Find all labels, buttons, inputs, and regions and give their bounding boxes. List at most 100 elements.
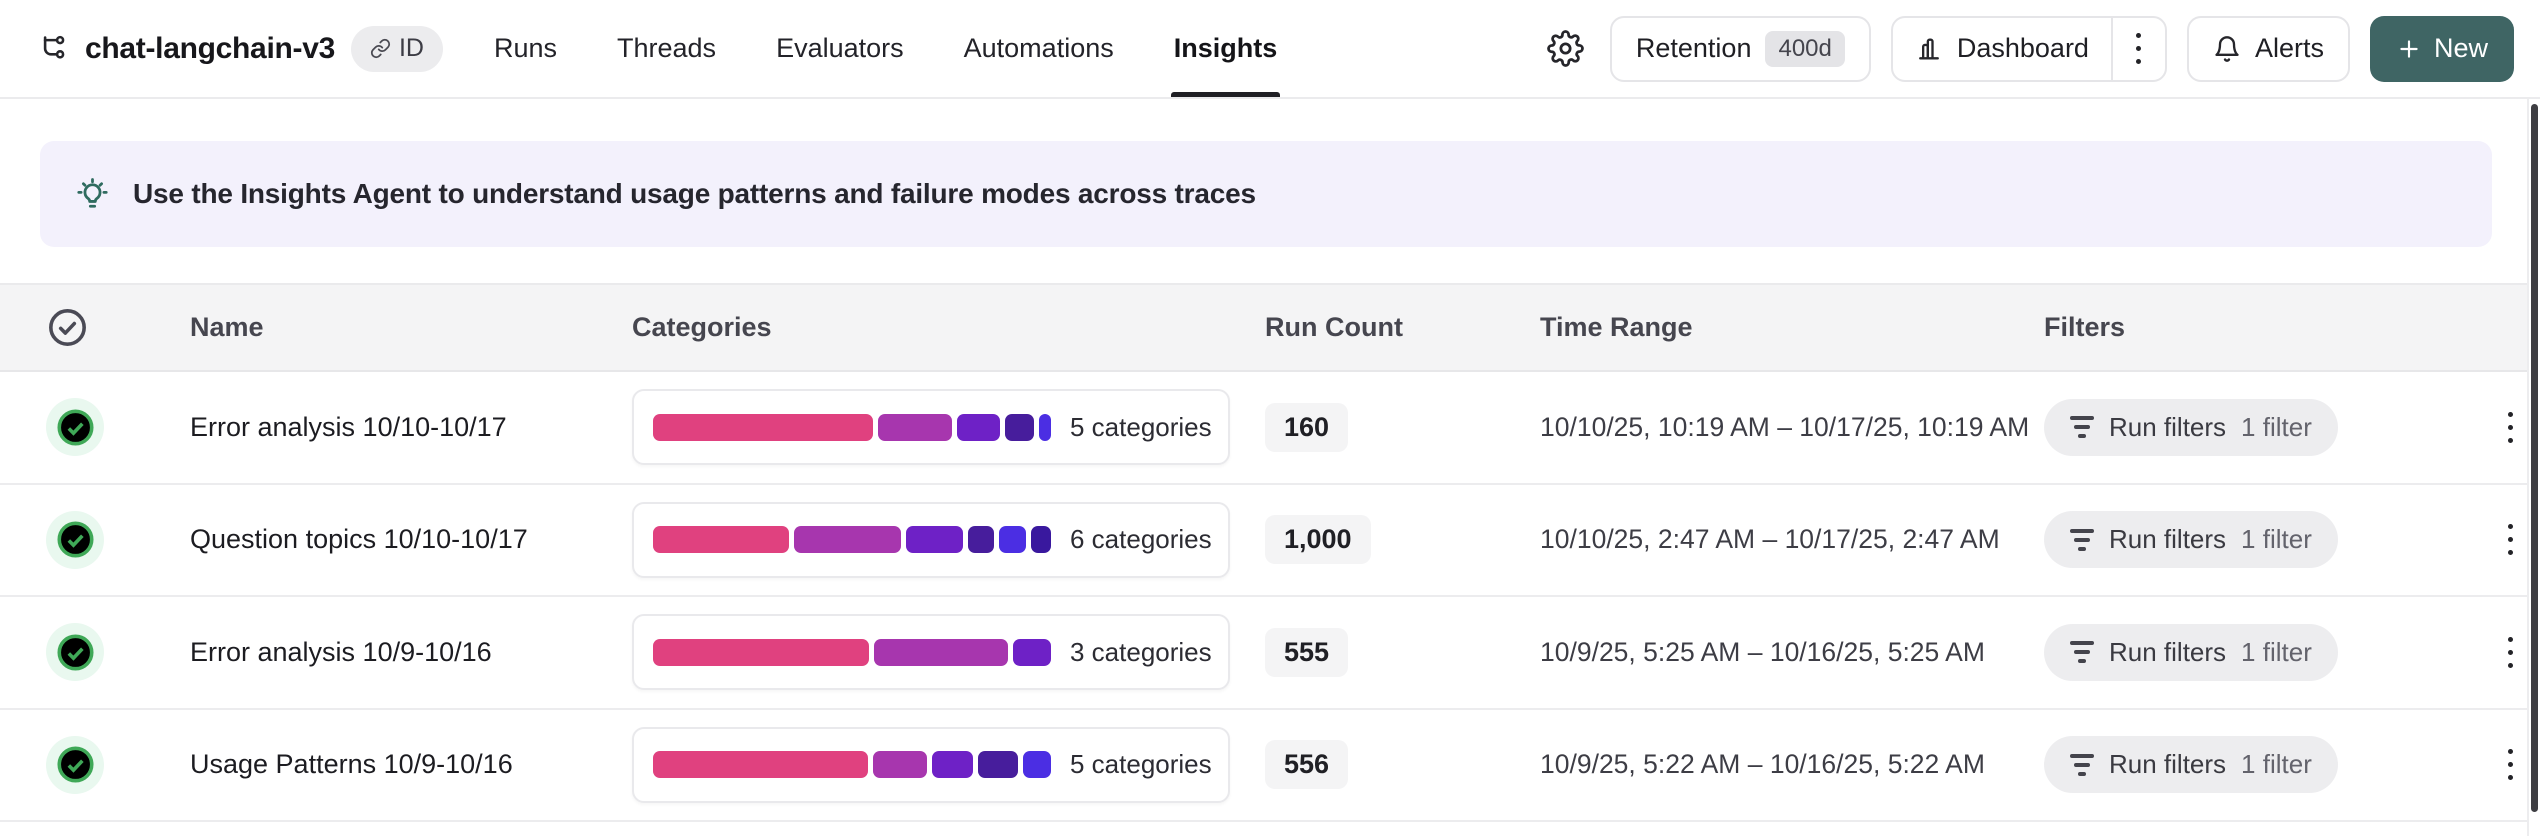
trace-tree-icon xyxy=(38,33,69,64)
table-row[interactable]: Question topics 10/10-10/17 6 categories… xyxy=(0,484,2528,597)
filters-label: Run filters xyxy=(2109,636,2227,667)
tab-insights[interactable]: Insights xyxy=(1170,0,1281,97)
category-segment xyxy=(653,526,789,554)
categories-count-label: 5 categories xyxy=(1070,749,1212,780)
filters-label: Run filters xyxy=(2109,749,2227,780)
alerts-label: Alerts xyxy=(2254,33,2324,63)
table-row[interactable]: Error analysis 10/10-10/17 5 categories … xyxy=(0,372,2528,485)
column-header-name: Name xyxy=(190,312,264,342)
category-segment xyxy=(978,751,1019,779)
status-success-icon xyxy=(46,398,104,457)
project-header: chat-langchain-v3 ID xyxy=(38,0,443,97)
tab-evaluators[interactable]: Evaluators xyxy=(776,33,904,63)
new-button[interactable]: New xyxy=(2369,15,2514,82)
plus-icon xyxy=(2396,36,2422,62)
category-bar xyxy=(653,413,1051,441)
filter-icon xyxy=(2070,528,2094,551)
run-filters-pill[interactable]: Run filters 1 filter xyxy=(2044,511,2338,569)
insight-name: Usage Patterns 10/9-10/16 xyxy=(190,749,513,780)
link-icon xyxy=(370,38,391,59)
filter-icon xyxy=(2070,641,2094,664)
tab-automations[interactable]: Automations xyxy=(963,33,1114,63)
insight-name: Error analysis 10/10-10/17 xyxy=(190,411,507,442)
category-segment xyxy=(957,413,1001,441)
run-count-badge: 160 xyxy=(1265,402,1349,452)
top-bar: chat-langchain-v3 ID Runs Threads Evalua… xyxy=(0,0,2540,99)
filters-label: Run filters xyxy=(2109,411,2227,442)
filters-label: Run filters xyxy=(2109,524,2227,555)
category-segment xyxy=(878,413,953,441)
table-row[interactable]: Error analysis 10/9-10/16 3 categories 5… xyxy=(0,597,2528,710)
column-header-categories: Categories xyxy=(632,312,772,342)
select-all-check-icon[interactable] xyxy=(46,306,89,349)
category-segment xyxy=(1039,413,1051,441)
filters-count: 1 filter xyxy=(2241,749,2312,780)
insight-name: Error analysis 10/9-10/16 xyxy=(190,636,492,667)
categories-box: 5 categories xyxy=(632,726,1230,803)
insights-agent-banner: Use the Insights Agent to understand usa… xyxy=(40,141,2492,247)
category-segment xyxy=(1030,526,1052,554)
filters-count: 1 filter xyxy=(2241,411,2312,442)
category-segment xyxy=(1023,751,1052,779)
run-filters-pill[interactable]: Run filters 1 filter xyxy=(2044,623,2338,681)
dashboard-button-group: Dashboard xyxy=(1890,15,2167,82)
categories-box: 3 categories xyxy=(632,614,1230,691)
category-segment xyxy=(906,526,964,554)
retention-button[interactable]: Retention 400d xyxy=(1609,15,1871,82)
vertical-scrollbar-thumb[interactable] xyxy=(2531,104,2538,812)
retention-badge: 400d xyxy=(1765,30,1845,67)
scrollbar-track-border xyxy=(2527,99,2529,836)
run-filters-pill[interactable]: Run filters 1 filter xyxy=(2044,398,2338,456)
dashboard-button[interactable]: Dashboard xyxy=(1893,18,2111,80)
row-menu-icon[interactable] xyxy=(2480,406,2540,449)
row-menu-icon[interactable] xyxy=(2480,631,2540,674)
settings-gear-icon[interactable] xyxy=(1547,30,1584,67)
table-header-row: Name Categories Run Count Time Range Fil… xyxy=(0,283,2528,372)
run-count-badge: 1,000 xyxy=(1265,515,1371,565)
insights-table: Name Categories Run Count Time Range Fil… xyxy=(0,283,2528,822)
row-menu-icon[interactable] xyxy=(2480,743,2540,786)
table-row[interactable]: Usage Patterns 10/9-10/16 5 categories 5… xyxy=(0,709,2528,822)
categories-box: 5 categories xyxy=(632,389,1230,466)
tab-runs[interactable]: Runs xyxy=(493,33,557,63)
tab-threads[interactable]: Threads xyxy=(617,33,717,63)
button-divider xyxy=(2110,17,2113,80)
dashboard-label: Dashboard xyxy=(1956,33,2089,63)
run-count-badge: 555 xyxy=(1265,627,1349,677)
status-success-icon xyxy=(46,623,104,682)
insight-name: Question topics 10/10-10/17 xyxy=(190,524,528,555)
new-label: New xyxy=(2433,33,2488,63)
category-segment xyxy=(793,526,902,554)
category-segment xyxy=(931,751,974,779)
project-tabs: Runs Threads Evaluators Automations Insi… xyxy=(491,0,1280,97)
filter-icon xyxy=(2070,753,2094,776)
lightbulb-icon xyxy=(74,176,111,213)
category-segment xyxy=(1013,638,1051,666)
category-segment xyxy=(653,413,874,441)
category-segment xyxy=(872,751,927,779)
filters-count: 1 filter xyxy=(2241,524,2312,555)
alerts-button[interactable]: Alerts xyxy=(2186,15,2350,82)
run-filters-pill[interactable]: Run filters 1 filter xyxy=(2044,736,2338,794)
category-segment xyxy=(1005,413,1035,441)
row-menu-icon[interactable] xyxy=(2480,518,2540,561)
dashboard-more-menu-icon[interactable] xyxy=(2113,18,2165,80)
categories-count-label: 3 categories xyxy=(1070,636,1212,667)
banner-text: Use the Insights Agent to understand usa… xyxy=(133,178,1256,209)
retention-label: Retention xyxy=(1635,33,1752,63)
run-count-badge: 556 xyxy=(1265,740,1349,790)
category-segment xyxy=(653,638,869,666)
top-actions: Retention 400d Dashboard xyxy=(1547,0,2514,97)
copy-id-button[interactable]: ID xyxy=(350,25,443,72)
categories-box: 6 categories xyxy=(632,501,1230,578)
time-range: 10/9/25, 5:22 AM – 10/16/25, 5:22 AM xyxy=(1540,749,1985,780)
time-range: 10/9/25, 5:25 AM – 10/16/25, 5:25 AM xyxy=(1540,636,1985,667)
category-segment xyxy=(968,526,995,554)
status-success-icon xyxy=(46,735,104,794)
bell-icon xyxy=(2213,35,2241,63)
category-bar xyxy=(653,638,1051,666)
category-bar xyxy=(653,526,1052,554)
categories-count-label: 5 categories xyxy=(1070,411,1212,442)
time-range: 10/10/25, 2:47 AM – 10/17/25, 2:47 AM xyxy=(1540,524,2000,555)
